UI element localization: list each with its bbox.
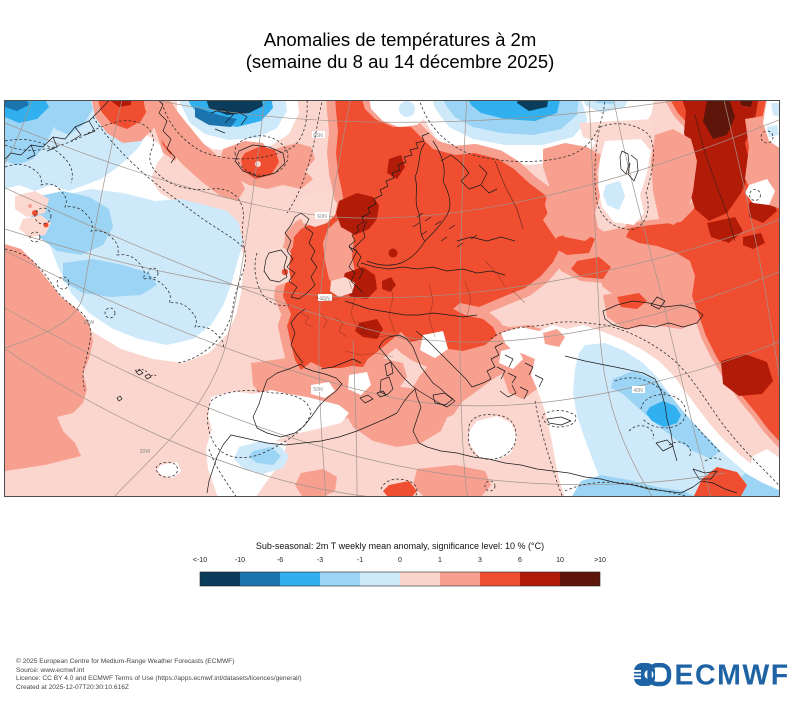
svg-text:ECMWF: ECMWF: [675, 660, 790, 690]
svg-text:1: 1: [438, 557, 442, 564]
svg-text:0: 0: [398, 557, 402, 564]
svg-text:<-10: <-10: [193, 557, 207, 564]
svg-text:-1: -1: [357, 557, 363, 564]
svg-text:>10: >10: [594, 557, 606, 564]
svg-text:6: 6: [518, 557, 522, 564]
svg-text:30W: 30W: [84, 320, 95, 326]
svg-text:20W: 20W: [140, 449, 151, 455]
svg-text:60N: 60N: [317, 214, 327, 220]
svg-text:65N: 65N: [313, 133, 323, 139]
svg-text:-10: -10: [235, 557, 245, 564]
svg-text:50N: 50N: [313, 387, 323, 393]
svg-text:-6: -6: [277, 557, 283, 564]
svg-text:40N: 40N: [633, 388, 643, 394]
svg-text:10: 10: [556, 557, 564, 564]
svg-text:-3: -3: [317, 557, 323, 564]
svg-text:3: 3: [478, 557, 482, 564]
svg-text:55N: 55N: [320, 296, 330, 302]
